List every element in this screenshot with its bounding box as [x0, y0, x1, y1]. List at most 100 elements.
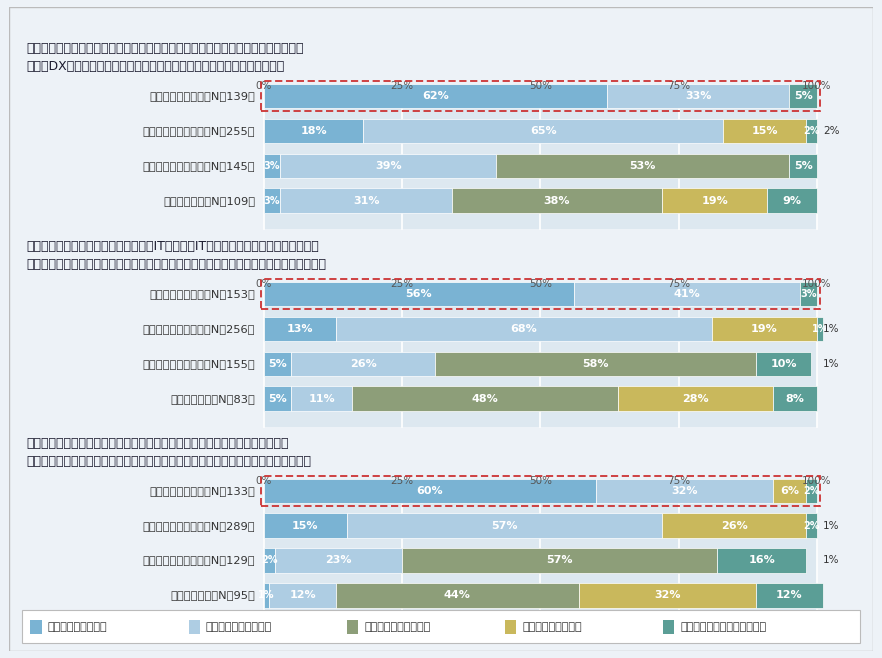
- Text: 1%: 1%: [823, 359, 840, 369]
- Text: 50%: 50%: [529, 280, 552, 290]
- Text: 75%: 75%: [667, 82, 691, 91]
- Text: 48%: 48%: [472, 393, 498, 403]
- Bar: [579, 583, 756, 607]
- Text: 2%: 2%: [823, 126, 840, 136]
- Text: 確実に行っている（N＝153）: 確実に行っている（N＝153）: [149, 289, 255, 299]
- Bar: [662, 513, 806, 538]
- Text: 15%: 15%: [292, 520, 318, 530]
- Bar: [756, 583, 823, 607]
- Text: 2%: 2%: [261, 555, 278, 565]
- Text: 0%: 0%: [256, 280, 272, 290]
- Text: 「デジタル技術を適正かつ有効に活用する能力を身につけること」の成果が大きく変わる: 「デジタル技術を適正かつ有効に活用する能力を身につけること」の成果が大きく変わる: [26, 258, 326, 271]
- Bar: [402, 548, 717, 572]
- Text: 行っていない（N＝109）: 行っていない（N＝109）: [163, 195, 255, 206]
- Text: 31%: 31%: [353, 195, 379, 206]
- Bar: [291, 351, 436, 376]
- Bar: [264, 479, 817, 624]
- Text: 44%: 44%: [444, 590, 471, 600]
- Text: 11%: 11%: [309, 393, 335, 403]
- Bar: [264, 386, 291, 411]
- Bar: [806, 119, 817, 143]
- Text: 58%: 58%: [582, 359, 609, 369]
- Bar: [595, 478, 773, 503]
- Text: 28%: 28%: [682, 393, 708, 403]
- Bar: [773, 386, 817, 411]
- Text: 6%: 6%: [780, 486, 799, 496]
- Bar: [264, 548, 275, 572]
- Bar: [280, 188, 452, 213]
- Bar: [773, 478, 806, 503]
- Text: 12%: 12%: [776, 590, 803, 600]
- Text: 23%: 23%: [325, 555, 352, 565]
- Bar: [806, 478, 817, 503]
- Text: ある程度行っている（N＝289）: ある程度行っている（N＝289）: [143, 520, 255, 530]
- Text: 「学んだ事柄を職場で実践できるようITツールやIT環境を整備している」かによって: 「学んだ事柄を職場で実践できるようITツールやIT環境を整備している」かによって: [26, 240, 319, 253]
- Text: 56%: 56%: [406, 289, 432, 299]
- Bar: [264, 188, 280, 213]
- Bar: [756, 351, 811, 376]
- Bar: [497, 153, 789, 178]
- Text: 5%: 5%: [794, 161, 812, 171]
- Bar: [663, 620, 675, 634]
- Text: ある程度行っている（N＝256）: ある程度行っている（N＝256）: [143, 324, 255, 334]
- Text: 12%: 12%: [289, 590, 316, 600]
- Text: 18%: 18%: [300, 126, 327, 136]
- Text: 75%: 75%: [667, 280, 691, 290]
- Text: 「受講後に期待する各自の職場でのアクションを明確に提示している」かによって: 「受講後に期待する各自の職場でのアクションを明確に提示している」かによって: [26, 42, 303, 55]
- Text: 25%: 25%: [391, 476, 414, 486]
- Text: 「学んだ事柄を職場で実践できるような場や機会を提供している」かによって: 「学んだ事柄を職場で実践できるような場や機会を提供している」かによって: [26, 437, 288, 449]
- Text: 非常にあがっている: 非常にあがっている: [48, 622, 108, 632]
- Bar: [436, 351, 756, 376]
- Text: 「部門を越えた業務を改善・変革する能力を身につけること」の成果が大きく変わる: 「部門を越えた業務を改善・変革する能力を身につけること」の成果が大きく変わる: [26, 455, 311, 468]
- Bar: [352, 386, 618, 411]
- Text: 3%: 3%: [264, 195, 280, 206]
- Text: 9%: 9%: [782, 195, 802, 206]
- Text: あまり行っていない（N＝145）: あまり行っていない（N＝145）: [143, 161, 255, 171]
- Bar: [264, 85, 817, 229]
- Bar: [767, 188, 817, 213]
- Bar: [269, 583, 336, 607]
- Text: 2%: 2%: [804, 126, 819, 136]
- Text: 「自らDXを自分事として取り組む姿勢を持つこと」の成果が大きく変わる: 「自らDXを自分事として取り組む姿勢を持つこと」の成果が大きく変わる: [26, 60, 284, 73]
- Bar: [280, 153, 497, 178]
- Bar: [336, 316, 712, 342]
- Text: 50%: 50%: [529, 476, 552, 486]
- Text: 26%: 26%: [721, 520, 747, 530]
- Text: 100%: 100%: [803, 476, 832, 486]
- Text: 1%: 1%: [823, 520, 840, 530]
- Text: 確実に行っている（N＝133）: 確実に行っている（N＝133）: [149, 486, 255, 496]
- Bar: [264, 316, 336, 342]
- Bar: [573, 282, 800, 307]
- Bar: [717, 548, 806, 572]
- Text: 1%: 1%: [258, 590, 275, 600]
- Bar: [291, 386, 352, 411]
- Text: 5%: 5%: [268, 393, 287, 403]
- Text: 19%: 19%: [751, 324, 778, 334]
- Text: 15%: 15%: [751, 126, 778, 136]
- Text: 3%: 3%: [801, 289, 817, 299]
- Bar: [723, 119, 806, 143]
- Text: 行っていない（N＝83）: 行っていない（N＝83）: [170, 393, 255, 403]
- Text: 26%: 26%: [350, 359, 377, 369]
- Text: 75%: 75%: [667, 476, 691, 486]
- Text: 100%: 100%: [803, 82, 832, 91]
- Bar: [789, 153, 817, 178]
- Bar: [806, 513, 817, 538]
- Bar: [347, 620, 358, 634]
- Text: 16%: 16%: [748, 555, 775, 565]
- Bar: [264, 282, 573, 307]
- Text: 53%: 53%: [630, 161, 656, 171]
- Text: 1%: 1%: [823, 324, 840, 334]
- Bar: [336, 583, 579, 607]
- Text: 2%: 2%: [804, 486, 819, 496]
- Text: 38%: 38%: [543, 195, 571, 206]
- Text: 期待していない・わからない: 期待していない・わからない: [680, 622, 766, 632]
- Bar: [264, 119, 363, 143]
- Bar: [264, 478, 595, 503]
- Bar: [30, 620, 41, 634]
- Text: 62%: 62%: [422, 91, 449, 101]
- Bar: [712, 316, 817, 342]
- Text: 32%: 32%: [654, 590, 681, 600]
- Text: 10%: 10%: [771, 359, 797, 369]
- Text: 2%: 2%: [804, 520, 819, 530]
